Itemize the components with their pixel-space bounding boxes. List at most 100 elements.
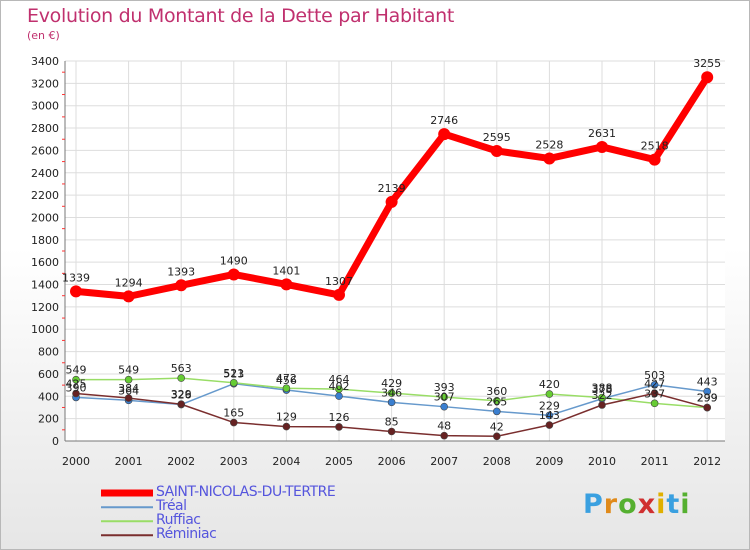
data-point xyxy=(227,268,240,281)
data-label: 85 xyxy=(385,416,399,429)
data-label: 1490 xyxy=(220,254,248,267)
data-point xyxy=(124,394,133,402)
logo-letter: r xyxy=(603,489,619,520)
y-tick-label: 3000 xyxy=(31,100,59,113)
data-label: 3255 xyxy=(693,57,721,70)
data-label: 126 xyxy=(329,411,350,424)
y-tick-label: 200 xyxy=(38,413,59,426)
data-point xyxy=(122,290,135,303)
legend-swatch xyxy=(101,506,153,508)
y-tick-label: 1200 xyxy=(31,301,59,314)
data-point xyxy=(648,153,661,166)
data-point xyxy=(440,402,449,411)
data-label: 143 xyxy=(539,409,560,422)
x-tick-label: 2003 xyxy=(220,455,248,468)
proxiti-logo: Proxiti xyxy=(583,489,691,520)
y-tick-label: 2200 xyxy=(31,189,59,202)
logo-letter: i xyxy=(656,489,667,520)
data-point xyxy=(282,384,291,393)
data-point xyxy=(230,378,238,387)
y-tick-label: 400 xyxy=(38,390,59,403)
y-tick-label: 2800 xyxy=(31,122,59,135)
data-label: 513 xyxy=(223,368,244,381)
legend-label: Réminiac xyxy=(156,526,217,542)
data-label: 346 xyxy=(381,386,402,399)
y-tick-label: 1000 xyxy=(31,323,59,336)
data-point xyxy=(335,423,343,431)
y-tick-label: 1800 xyxy=(31,234,59,247)
chart-subtitle: (en €) xyxy=(27,29,60,42)
y-tick-label: 1600 xyxy=(31,256,59,269)
legend-label: SAINT-NICOLAS-DU-TERTRE xyxy=(156,484,336,500)
data-label: 322 xyxy=(592,389,613,402)
logo-letter: t xyxy=(666,489,681,520)
data-label: 549 xyxy=(66,364,87,377)
data-label: 307 xyxy=(434,391,455,404)
x-tick-label: 2005 xyxy=(325,455,353,468)
data-point xyxy=(72,375,80,384)
data-point xyxy=(545,411,554,420)
data-point xyxy=(124,375,133,384)
legend-item: SAINT-NICOLAS-DU-TERTRE xyxy=(101,484,381,500)
data-label: 464 xyxy=(329,373,350,386)
data-label: 549 xyxy=(118,364,139,377)
data-label: 265 xyxy=(486,395,507,408)
data-label: 326 xyxy=(171,389,192,402)
data-label: 420 xyxy=(539,378,560,391)
logo-letter: x xyxy=(637,489,657,520)
data-point xyxy=(596,140,608,153)
data-point xyxy=(177,374,185,382)
data-point xyxy=(387,389,396,397)
data-label: 2139 xyxy=(378,182,406,195)
x-tick-label: 2001 xyxy=(115,455,143,468)
data-label: 378 xyxy=(592,383,613,396)
data-point xyxy=(385,195,398,208)
data-label: 165 xyxy=(223,407,244,420)
data-point xyxy=(492,407,501,416)
x-tick-label: 2008 xyxy=(483,455,511,468)
data-point xyxy=(440,431,449,440)
data-point xyxy=(70,285,82,298)
x-tick-label: 2012 xyxy=(693,455,721,468)
data-label: 129 xyxy=(276,411,297,424)
data-label: 1307 xyxy=(325,275,353,288)
y-tick-label: 800 xyxy=(38,346,59,359)
data-point xyxy=(177,400,185,409)
legend-item: Ruffiac xyxy=(101,512,381,528)
x-tick-label: 2006 xyxy=(378,455,406,468)
data-label: 402 xyxy=(329,380,350,393)
data-label: 1401 xyxy=(272,264,300,277)
data-label: 1339 xyxy=(62,271,90,284)
data-point xyxy=(492,396,501,405)
data-label: 429 xyxy=(381,377,402,390)
data-label: 364 xyxy=(118,384,139,397)
x-tick-label: 2000 xyxy=(62,455,90,468)
data-point xyxy=(492,432,501,441)
data-label: 1393 xyxy=(167,265,195,278)
data-point xyxy=(438,128,451,141)
data-label: 503 xyxy=(644,369,665,382)
data-point xyxy=(701,71,714,84)
legend: SAINT-NICOLAS-DU-TERTRE Tréal Ruffiac Rémin… xyxy=(101,484,381,542)
data-point xyxy=(387,398,396,407)
legend-swatch xyxy=(101,534,153,536)
data-label: 390 xyxy=(66,381,87,394)
x-tick-label: 2010 xyxy=(588,455,616,468)
y-tick-label: 0 xyxy=(52,435,59,448)
data-point xyxy=(280,278,293,291)
chart-title: Evolution du Montant de la Dette par Hab… xyxy=(27,5,455,27)
y-tick-label: 2600 xyxy=(31,144,59,157)
data-label: 2528 xyxy=(535,138,563,151)
data-label: 229 xyxy=(539,399,560,412)
data-point xyxy=(230,418,238,427)
data-point xyxy=(598,393,606,402)
y-tick-label: 1400 xyxy=(31,279,59,292)
data-point xyxy=(72,389,80,398)
data-point xyxy=(545,390,554,398)
data-point xyxy=(440,393,449,401)
y-tick-label: 3200 xyxy=(31,77,59,90)
data-point xyxy=(387,427,396,436)
legend-label: Ruffiac xyxy=(156,512,201,528)
data-label: 427 xyxy=(644,377,665,390)
